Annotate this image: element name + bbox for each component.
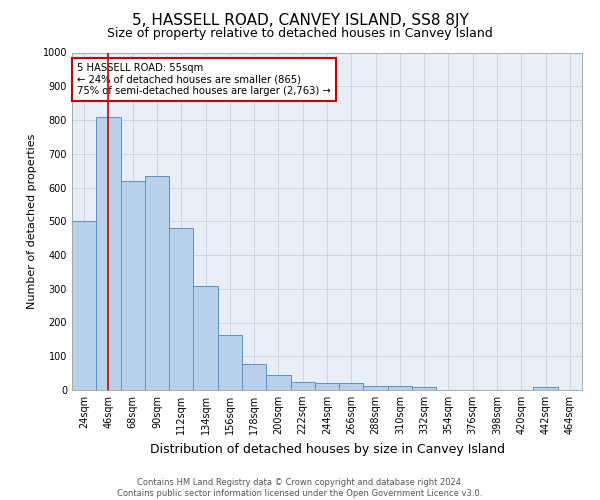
Bar	[266, 375, 290, 390]
Bar	[364, 386, 388, 390]
Bar	[145, 176, 169, 390]
Bar	[533, 386, 558, 390]
Bar	[412, 388, 436, 390]
X-axis label: Distribution of detached houses by size in Canvey Island: Distribution of detached houses by size …	[149, 442, 505, 456]
Bar	[72, 221, 96, 390]
Bar	[218, 335, 242, 390]
Text: Size of property relative to detached houses in Canvey Island: Size of property relative to detached ho…	[107, 28, 493, 40]
Bar	[290, 382, 315, 390]
Text: 5 HASSELL ROAD: 55sqm
← 24% of detached houses are smaller (865)
75% of semi-det: 5 HASSELL ROAD: 55sqm ← 24% of detached …	[77, 62, 331, 96]
Bar	[96, 116, 121, 390]
Bar	[193, 286, 218, 390]
Text: Contains HM Land Registry data © Crown copyright and database right 2024.
Contai: Contains HM Land Registry data © Crown c…	[118, 478, 482, 498]
Bar	[339, 383, 364, 390]
Text: 5, HASSELL ROAD, CANVEY ISLAND, SS8 8JY: 5, HASSELL ROAD, CANVEY ISLAND, SS8 8JY	[131, 12, 469, 28]
Bar	[315, 382, 339, 390]
Bar	[121, 180, 145, 390]
Bar	[169, 228, 193, 390]
Bar	[388, 386, 412, 390]
Bar	[242, 364, 266, 390]
Y-axis label: Number of detached properties: Number of detached properties	[27, 134, 37, 309]
